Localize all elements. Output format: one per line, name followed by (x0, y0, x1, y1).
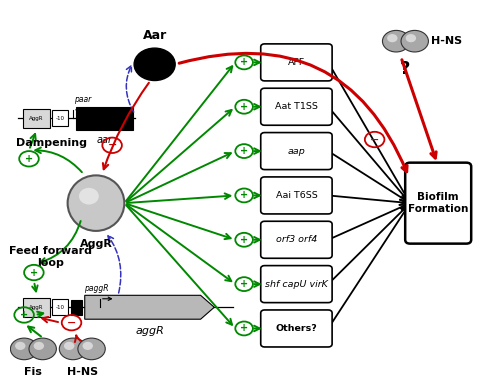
Bar (52, 299, 68, 315)
Text: Aar: Aar (142, 29, 167, 42)
Text: aar: aar (96, 135, 112, 145)
Circle shape (78, 338, 106, 360)
Circle shape (406, 34, 416, 42)
Bar (22, 298, 50, 317)
FancyBboxPatch shape (260, 310, 332, 347)
Text: orf3 orf4: orf3 orf4 (276, 235, 317, 244)
Text: AggR: AggR (29, 305, 43, 310)
Bar (22, 109, 50, 128)
Bar (71, 300, 82, 315)
FancyBboxPatch shape (260, 44, 332, 81)
Ellipse shape (68, 175, 124, 231)
Text: Fis: Fis (24, 366, 42, 377)
Text: +: + (240, 190, 248, 200)
FancyArrow shape (84, 295, 214, 319)
Circle shape (64, 342, 74, 350)
Circle shape (60, 338, 86, 360)
FancyBboxPatch shape (260, 88, 332, 125)
Text: ?: ? (400, 60, 410, 78)
Text: +: + (240, 146, 248, 156)
Text: +: + (240, 102, 248, 112)
Circle shape (82, 342, 93, 350)
Text: aap: aap (288, 147, 306, 156)
FancyBboxPatch shape (260, 221, 332, 258)
FancyBboxPatch shape (260, 133, 332, 170)
Circle shape (382, 31, 410, 52)
Text: +: + (240, 235, 248, 245)
Text: +: + (240, 57, 248, 67)
Text: H-NS: H-NS (432, 36, 462, 46)
Text: +: + (30, 267, 38, 277)
Text: +: + (20, 310, 28, 320)
Text: AFF: AFF (288, 58, 305, 67)
Text: paar: paar (74, 95, 91, 104)
Text: -10: -10 (56, 305, 64, 310)
Text: Dampening: Dampening (16, 139, 88, 148)
Text: AggR: AggR (80, 240, 112, 249)
Text: paggR: paggR (84, 284, 108, 293)
Circle shape (134, 48, 175, 80)
Text: shf capU virK: shf capU virK (265, 280, 328, 289)
Text: +: + (25, 154, 33, 164)
Text: Others?: Others? (276, 324, 318, 333)
Bar (76, 107, 132, 130)
Text: AggR: AggR (29, 116, 43, 121)
FancyBboxPatch shape (260, 177, 332, 214)
Text: -10: -10 (56, 116, 64, 121)
Ellipse shape (79, 188, 99, 204)
FancyBboxPatch shape (260, 265, 332, 303)
Text: +: + (240, 279, 248, 289)
Text: Feed forward
loop: Feed forward loop (9, 246, 92, 268)
Text: H-NS: H-NS (66, 366, 98, 377)
Text: +: + (240, 324, 248, 334)
Circle shape (29, 338, 56, 360)
Text: Aat T1SS: Aat T1SS (275, 102, 318, 111)
Text: aggR: aggR (135, 326, 164, 336)
Circle shape (387, 34, 398, 42)
Text: −: − (108, 140, 117, 150)
Text: Aai T6SS: Aai T6SS (276, 191, 318, 200)
Text: −: − (370, 135, 380, 144)
Text: −: − (67, 318, 76, 328)
Circle shape (15, 342, 26, 350)
Text: Biofilm
Formation: Biofilm Formation (408, 192, 469, 214)
Circle shape (10, 338, 38, 360)
Circle shape (401, 31, 428, 52)
Circle shape (34, 342, 44, 350)
Bar (52, 110, 68, 127)
FancyBboxPatch shape (405, 163, 471, 244)
